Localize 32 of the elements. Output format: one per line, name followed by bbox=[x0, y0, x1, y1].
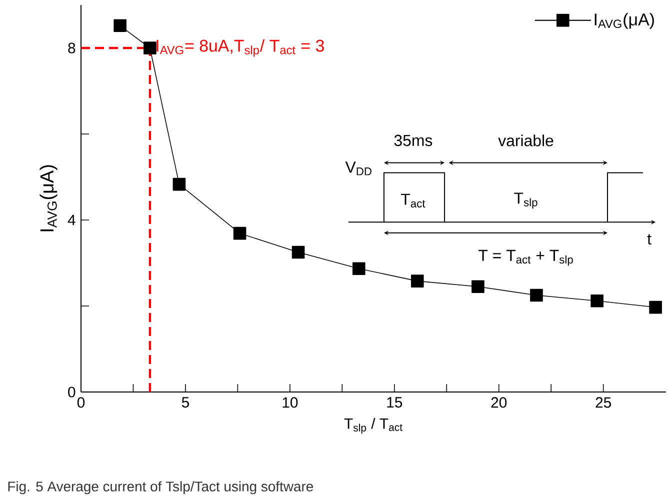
point bbox=[590, 294, 604, 308]
annotation: I$_{AVG}$= 8uA,T$_{slp}$/ T$_{act}$ = 3 bbox=[156, 39, 324, 57]
x-tick-label: 20 bbox=[491, 397, 507, 408]
point bbox=[410, 274, 424, 288]
x-tick-label: 25 bbox=[596, 397, 612, 408]
annotation: t bbox=[647, 234, 652, 245]
y-tick-label: 4 bbox=[68, 214, 76, 226]
x-tick-label: 5 bbox=[182, 397, 189, 408]
annotation: T$_{act}$ bbox=[400, 194, 426, 208]
y-tick-label: 8 bbox=[68, 42, 76, 54]
annotation: T$_{slp}$ bbox=[514, 192, 538, 209]
point bbox=[292, 246, 305, 259]
annotation: T = T$_{act}$ + T$_{slp}$ bbox=[478, 250, 573, 266]
annotation: V$_{DD}$ bbox=[345, 162, 372, 176]
annotation: variable bbox=[498, 134, 554, 146]
point bbox=[114, 19, 126, 32]
point bbox=[530, 288, 543, 302]
y-axis-title: I$_{AVG}$(μA) bbox=[40, 165, 58, 232]
y-tick-label: 0 bbox=[68, 386, 76, 398]
point bbox=[472, 280, 484, 294]
caption: Fig. 5 Average current of Tslp/Tact using software bbox=[8, 481, 314, 494]
point bbox=[144, 42, 156, 54]
point bbox=[172, 178, 186, 191]
x-tick-label: 15 bbox=[387, 397, 402, 408]
annotation: 35ms bbox=[394, 134, 432, 146]
x-axis-title: T$_{slp}$ / T$_{act}$ bbox=[344, 418, 402, 434]
point bbox=[233, 226, 246, 240]
point bbox=[649, 300, 662, 314]
x-tick-label: 0 bbox=[77, 397, 85, 408]
legend-label: I$_{AVG}$(μA) bbox=[594, 13, 654, 29]
point bbox=[352, 262, 366, 275]
x-tick-label: 10 bbox=[282, 397, 298, 408]
